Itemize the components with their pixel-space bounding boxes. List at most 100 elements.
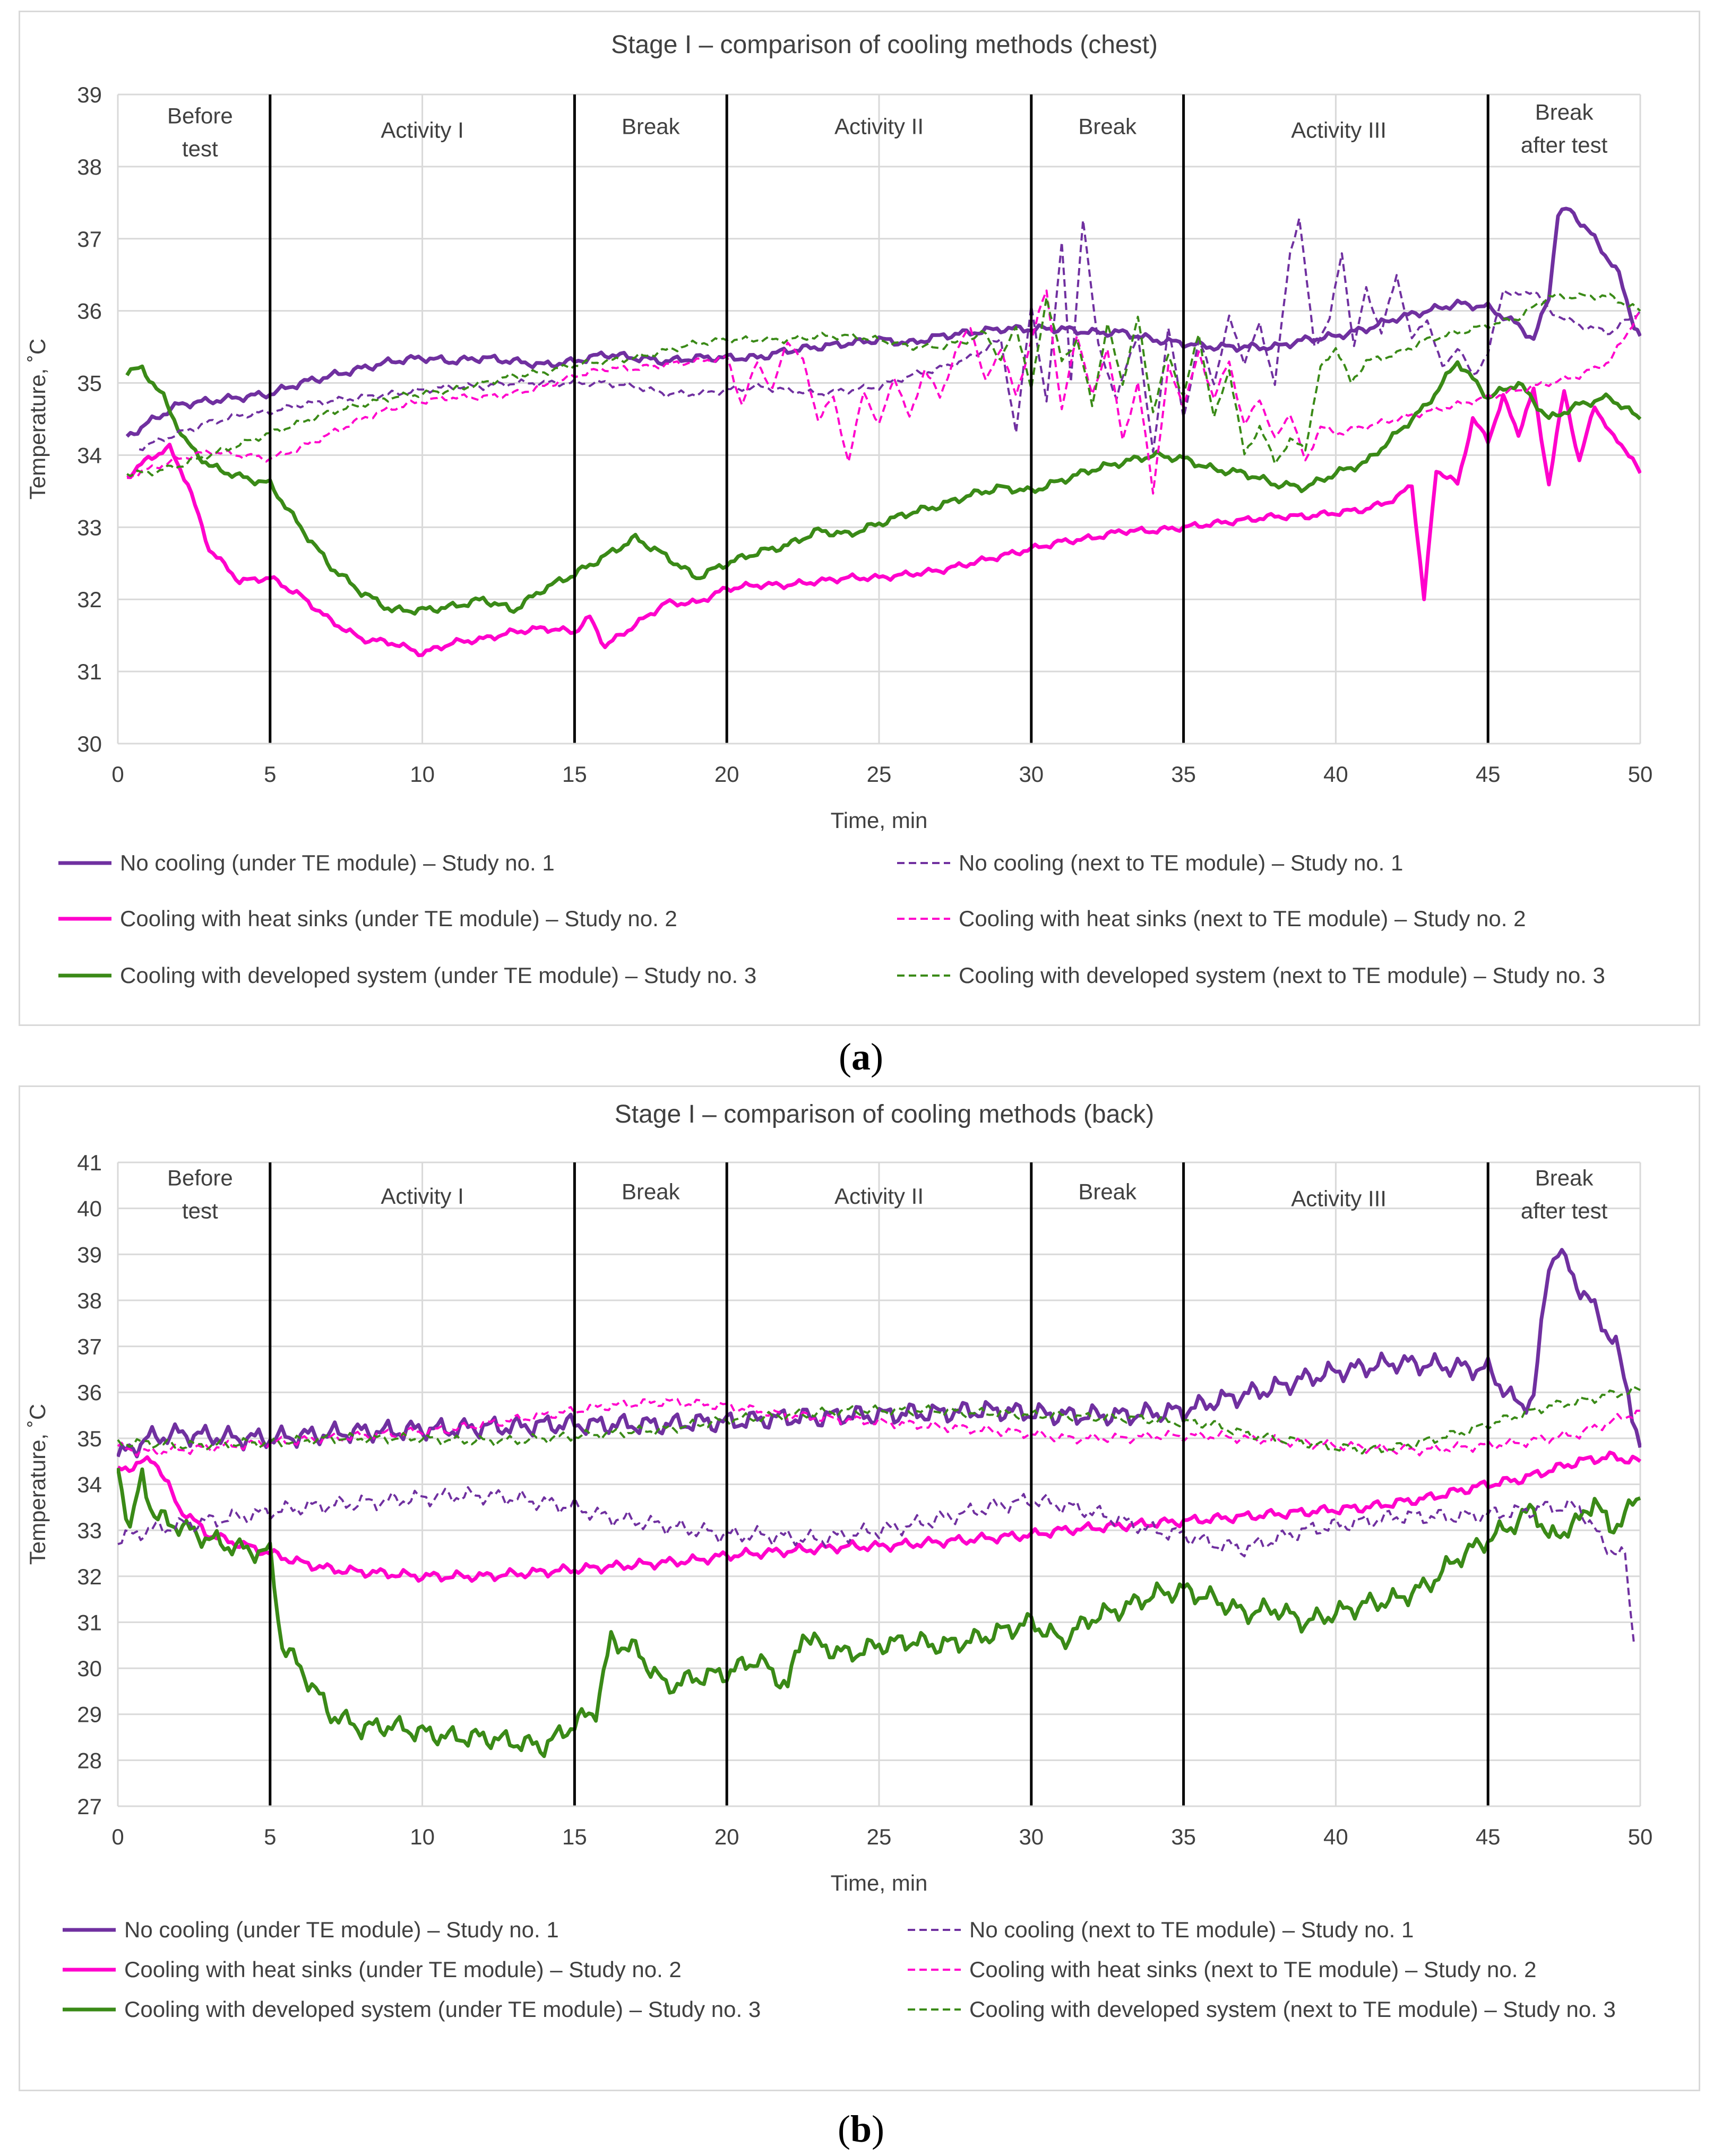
chart-b-xtick-label: 35 — [1171, 1824, 1196, 1849]
chart-a-ytick-label: 39 — [77, 82, 102, 107]
chart-b-phase-label: after test — [1521, 1198, 1608, 1223]
chart-a-xtick-label: 45 — [1476, 762, 1501, 787]
chart-a-phase-label: Before — [167, 103, 233, 128]
chart-b-ytick-label: 27 — [77, 1794, 102, 1819]
chart-a-series-no-cooling-under-te-module-study-no-1 — [125, 206, 1641, 438]
chart-b-phase-label: Before — [167, 1165, 233, 1190]
chart-b-legend-label: Cooling with developed system (under TE … — [124, 1997, 761, 2022]
chart-a-series-no-cooling-next-to-te-module-study-no-1 — [139, 217, 1641, 453]
chart-b-legend-label: No cooling (next to TE module) – Study n… — [969, 1917, 1414, 1942]
chart-b-series-cooling-with-heat-sinks-under-te-module-study-no-2 — [117, 1450, 1641, 1583]
chart-b-phase-label: Activity III — [1291, 1186, 1387, 1211]
chart-b-y-axis-label: Temperature, ˚C — [25, 1404, 50, 1565]
chart-a-ytick-label: 34 — [77, 443, 102, 468]
chart-a-xtick-label: 0 — [111, 762, 124, 787]
chart-b-group: Stage I – comparison of cooling methods … — [25, 1100, 1652, 2022]
chart-b-x-axis-label: Time, min — [831, 1870, 928, 1895]
chart-a-phase-label: Activity I — [381, 118, 463, 143]
chart-b-xtick-label: 5 — [264, 1824, 276, 1849]
chart-b-ytick-label: 35 — [77, 1426, 102, 1451]
chart-a-series-cooling-with-developed-system-under-te-module-study-no-3 — [125, 360, 1641, 616]
chart-b-ytick-label: 40 — [77, 1196, 102, 1221]
chart-a-xtick-label: 10 — [410, 762, 435, 787]
chart-a-series-cooling-with-developed-system-next-to-te-module-study-no-3 — [126, 292, 1641, 478]
chart-b-legend-label: No cooling (under TE module) – Study no.… — [124, 1917, 559, 1942]
chart-a-ytick-label: 30 — [77, 731, 102, 756]
chart-a-xtick-label: 25 — [867, 762, 892, 787]
chart-a-ytick-label: 35 — [77, 371, 102, 396]
chart-a-x-axis-label: Time, min — [831, 808, 928, 833]
chart-b-ytick-label: 36 — [77, 1380, 102, 1405]
chart-a-xtick-label: 50 — [1628, 762, 1653, 787]
chart-a-xtick-label: 30 — [1019, 762, 1044, 787]
chart-b-xtick-label: 10 — [410, 1824, 435, 1849]
chart-b-phase-label: Break — [622, 1179, 681, 1204]
chart-a-frame — [19, 11, 1700, 1026]
chart-a-legend-label: No cooling (under TE module) – Study no.… — [120, 850, 555, 875]
chart-a-phase-label: after test — [1521, 133, 1608, 158]
chart-a-ytick-label: 38 — [77, 154, 102, 179]
chart-b-series-group — [117, 1248, 1641, 1758]
chart-a-title: Stage I – comparison of cooling methods … — [611, 31, 1158, 59]
chart-b-legend-label: Cooling with developed system (next to T… — [969, 1997, 1616, 2022]
chart-a-xtick-label: 20 — [714, 762, 739, 787]
chart-b-ytick-label: 29 — [77, 1702, 102, 1727]
chart-a-ytick-label: 36 — [77, 299, 102, 324]
chart-b-xtick-label: 15 — [562, 1824, 587, 1849]
chart-b-ytick-label: 32 — [77, 1564, 102, 1589]
chart-a-xtick-label: 35 — [1171, 762, 1196, 787]
chart-b-ytick-label: 38 — [77, 1288, 102, 1313]
chart-b-ytick-label: 31 — [77, 1610, 102, 1635]
chart-b-xtick-label: 20 — [714, 1824, 739, 1849]
chart-b-series-no-cooling-next-to-te-module-study-no-1 — [117, 1486, 1635, 1646]
chart-b-ytick-label: 34 — [77, 1472, 102, 1497]
chart-a-phase-label: Activity II — [834, 114, 924, 139]
chart-a-ytick-label: 37 — [77, 227, 102, 252]
chart-a-ytick-label: 33 — [77, 515, 102, 540]
chart-a-legend-label: No cooling (next to TE module) – Study n… — [959, 850, 1403, 875]
chart-a-legend-label: Cooling with heat sinks (under TE module… — [120, 906, 677, 931]
chart-b-phase-label: Break — [1535, 1165, 1594, 1190]
chart-b-phase-label: Break — [1078, 1179, 1137, 1204]
chart-b-ytick-label: 28 — [77, 1748, 102, 1773]
chart-b-xtick-label: 25 — [867, 1824, 892, 1849]
chart-a-ytick-label: 32 — [77, 587, 102, 612]
chart-a-legend-label: Cooling with heat sinks (next to TE modu… — [959, 906, 1526, 931]
chart-b-series-cooling-with-heat-sinks-next-to-te-module-study-no-2 — [117, 1398, 1640, 1457]
caption-b: (b) — [837, 2108, 884, 2150]
chart-b-phase-label: test — [182, 1198, 218, 1223]
chart-b-phase-label: Activity II — [834, 1184, 924, 1209]
chart-b-series-no-cooling-under-te-module-study-no-1 — [117, 1248, 1641, 1459]
chart-a-xtick-label: 5 — [264, 762, 276, 787]
chart-a-ytick-label: 31 — [77, 659, 102, 684]
chart-b-phase-label: Activity I — [381, 1184, 463, 1209]
chart-a-xtick-label: 15 — [562, 762, 587, 787]
chart-a-legend-label: Cooling with developed system (under TE … — [120, 963, 756, 988]
chart-a-phase-label: Break — [622, 114, 681, 139]
chart-a-phase-label: Break — [1078, 114, 1137, 139]
chart-b-xtick-label: 0 — [111, 1824, 124, 1849]
chart-b-legend-label: Cooling with heat sinks (under TE module… — [124, 1957, 682, 1982]
chart-a-xtick-label: 40 — [1323, 762, 1348, 787]
chart-a-y-axis-label: Temperature, ˚C — [25, 339, 50, 499]
chart-a-series-group — [125, 206, 1641, 658]
chart-a-phase-label: test — [182, 136, 218, 161]
chart-a-phase-label: Activity III — [1291, 118, 1387, 143]
chart-b-ytick-label: 30 — [77, 1656, 102, 1681]
chart-b-xtick-label: 40 — [1323, 1824, 1348, 1849]
chart-b-xtick-label: 50 — [1628, 1824, 1653, 1849]
chart-b-ytick-label: 39 — [77, 1242, 102, 1267]
chart-b-xtick-label: 45 — [1476, 1824, 1501, 1849]
chart-a-legend-label: Cooling with developed system (next to T… — [959, 963, 1605, 988]
chart-b-ytick-label: 37 — [77, 1334, 102, 1359]
chart-a-group: Stage I – comparison of cooling methods … — [25, 31, 1652, 988]
chart-a-series-cooling-with-heat-sinks-next-to-te-module-study-no-2 — [126, 289, 1641, 495]
caption-a: (a) — [839, 1036, 883, 1078]
chart-b-legend-label: Cooling with heat sinks (next to TE modu… — [969, 1957, 1536, 1982]
chart-b-ytick-label: 33 — [77, 1518, 102, 1543]
chart-b-xtick-label: 30 — [1019, 1824, 1044, 1849]
chart-a-series-cooling-with-heat-sinks-under-te-module-study-no-2 — [127, 386, 1641, 658]
chart-a-phase-label: Break — [1535, 100, 1594, 125]
chart-b-series-cooling-with-developed-system-under-te-module-study-no-3 — [117, 1467, 1641, 1758]
